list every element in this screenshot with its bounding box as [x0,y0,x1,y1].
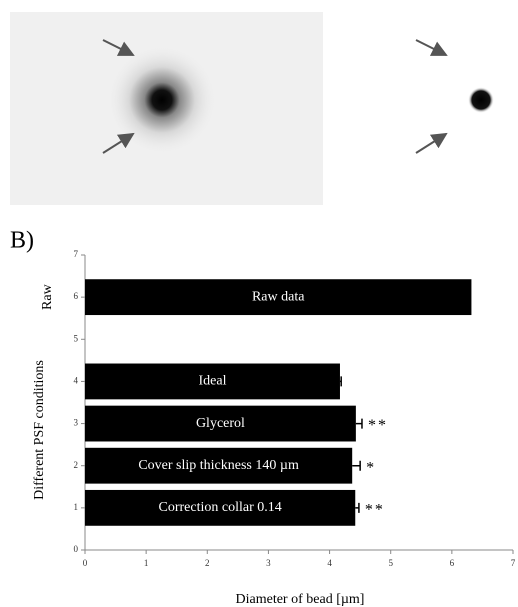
y-tick-label: 4 [74,375,79,385]
bead-blurred [107,45,217,155]
x-tick-label: 5 [388,558,393,568]
x-tick-label: 1 [144,558,149,568]
bar-label: Glycerol [196,416,245,431]
x-tick-label: 7 [511,558,516,568]
y-tick-label: 2 [74,460,79,470]
x-axis-label: Diameter of bead [µm] [236,592,365,607]
bar-label: Raw data [252,289,305,304]
bar-label: Ideal [198,374,226,389]
y-tick-label: 0 [74,544,79,554]
error-bar [352,461,360,471]
bar-label: Cover slip thickness 140 µm [138,458,299,473]
error-bar [340,376,341,386]
x-tick-label: 6 [450,558,455,568]
significance: ** [368,417,388,434]
y-axis-label: Different PSF conditions [32,360,47,500]
y-tick-label: 1 [74,502,79,512]
x-tick-label: 2 [205,558,210,568]
figure: A) B) Diameter of bead [µm] Different PS… [0,0,518,607]
x-tick-label: 3 [266,558,271,568]
y-tick-label: 7 [74,249,79,259]
y-tick-label: 3 [74,418,79,428]
significance: ** [365,502,385,519]
y-tick-label: 5 [74,333,79,343]
x-tick-label: 4 [327,558,332,568]
y-tick-label: 6 [74,291,79,301]
error-bar [355,503,359,513]
group-label: Raw [40,283,55,310]
x-tick-label: 0 [83,558,88,568]
bead-deconvolved [468,87,494,113]
significance: * [366,459,376,476]
error-bar [356,419,362,429]
panel-label: B) [10,228,34,254]
bar-label: Correction collar 0.14 [159,500,282,515]
